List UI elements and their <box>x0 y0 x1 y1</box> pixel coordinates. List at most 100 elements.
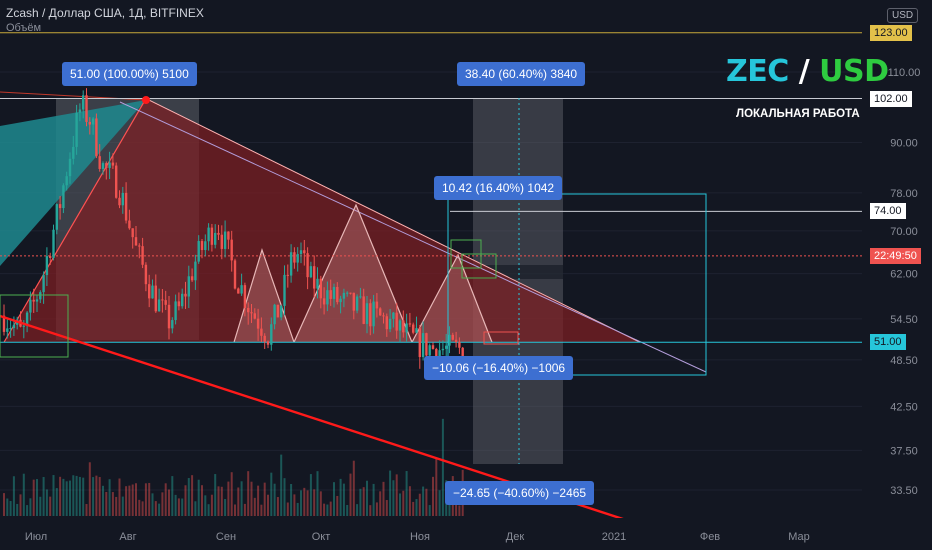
volume-bar <box>184 485 187 516</box>
red-box <box>483 331 519 345</box>
volume-bar <box>319 491 322 516</box>
candle-body <box>184 293 187 297</box>
candle-body <box>385 316 388 330</box>
pair-separator: / <box>798 54 810 89</box>
volume-bar <box>313 489 316 516</box>
volume-bar <box>336 495 339 516</box>
volume-bar <box>26 505 29 516</box>
candle-body <box>167 304 171 329</box>
volume-bar <box>257 485 260 516</box>
volume-bar <box>224 499 227 516</box>
volume-bar <box>389 470 392 516</box>
volume-bar <box>263 482 266 516</box>
volume-bar <box>283 478 286 516</box>
candle-body <box>326 290 329 305</box>
volume-bar <box>415 499 418 516</box>
chart-title: Zcash / Доллар США, 1Д, BITFINEX <box>6 6 204 20</box>
candle-body <box>445 345 448 349</box>
volume-bar <box>227 481 230 516</box>
volume-bars <box>3 418 464 516</box>
volume-bar <box>32 479 35 516</box>
volume-bar <box>412 501 415 516</box>
candle-body <box>161 299 164 301</box>
candle-body <box>313 266 316 289</box>
volume-bar <box>326 504 329 516</box>
candle-body <box>115 165 118 198</box>
candle-body <box>12 324 16 329</box>
candle-body <box>299 250 303 255</box>
candle-body <box>425 333 428 356</box>
candle-body <box>85 95 88 122</box>
candle-body <box>32 299 35 302</box>
measure-label-top-left[interactable]: 51.00 (100.00%) 5100 <box>62 62 197 86</box>
volume-bar <box>237 487 240 516</box>
volume-bar <box>316 471 319 516</box>
candle-body <box>451 334 454 340</box>
volume-bar <box>253 497 256 516</box>
price-tag: 74.00 <box>870 203 906 220</box>
volume-bar <box>141 501 144 516</box>
candle-body <box>210 227 214 245</box>
volume-bar <box>214 474 217 516</box>
candle-body <box>121 192 124 206</box>
currency-badge[interactable]: USD <box>887 8 919 23</box>
candle-body <box>72 146 75 159</box>
measure-label-top-right[interactable]: 38.40 (60.40%) 3840 <box>457 62 586 86</box>
volume-bar <box>234 504 236 516</box>
x-tick-label: Окт <box>312 531 331 543</box>
volume-bar <box>42 477 45 516</box>
volume-bar <box>65 481 68 516</box>
volume-bar <box>267 494 269 516</box>
volume-bar <box>230 472 233 516</box>
volume-bar <box>85 504 88 516</box>
candle-body <box>207 227 210 242</box>
volume-bar <box>210 494 213 516</box>
candle-body <box>233 260 237 289</box>
volume-bar <box>270 472 273 516</box>
x-tick-label: 2021 <box>602 531 626 543</box>
volume-bar <box>69 480 71 516</box>
volume-bar <box>385 500 388 516</box>
volume-bar <box>441 418 444 516</box>
volume-bar <box>217 486 220 516</box>
measure-label-up[interactable]: 10.42 (16.40%) 1042 <box>434 176 563 200</box>
candle-body <box>448 334 451 346</box>
volume-bar <box>105 491 108 516</box>
volume-bar <box>75 475 78 516</box>
x-tick-label: Фев <box>700 531 720 543</box>
volume-bar <box>458 505 461 516</box>
measure-label-down[interactable]: −10.06 (−16.40%) −1006 <box>424 356 574 380</box>
volume-bar <box>45 489 48 516</box>
peak-marker <box>142 96 150 104</box>
volume-bar <box>399 493 401 516</box>
volume-bar <box>115 496 118 516</box>
candle-body <box>95 118 98 157</box>
volume-bar <box>36 479 38 516</box>
volume-bar <box>59 476 62 516</box>
volume-bar <box>191 475 194 516</box>
candle-body <box>395 312 398 331</box>
candle-body <box>98 156 101 169</box>
y-tick-label: 78.00 <box>890 188 918 200</box>
candle-body <box>25 312 29 326</box>
candle-body <box>309 266 313 278</box>
candle-body <box>171 320 174 329</box>
candle-body <box>220 234 223 249</box>
candle-body <box>181 293 184 307</box>
volume-bar <box>148 482 151 516</box>
candle-body <box>223 231 227 249</box>
triangle-left-edge <box>3 98 147 343</box>
candle-body <box>6 328 9 332</box>
candle-body <box>359 296 362 298</box>
candle-body <box>286 274 289 276</box>
volume-bar <box>29 498 32 516</box>
volume-bar <box>98 477 101 516</box>
candle-body <box>237 288 240 294</box>
candle-body <box>2 315 6 332</box>
volume-bar <box>435 458 438 516</box>
volume-legend: Объём <box>6 22 42 34</box>
price-tag: 51.00 <box>870 334 906 351</box>
candle-body <box>306 253 309 278</box>
volume-bar <box>432 476 434 516</box>
measure-label-bottom[interactable]: −24.65 (−40.60%) −2465 <box>445 481 595 505</box>
